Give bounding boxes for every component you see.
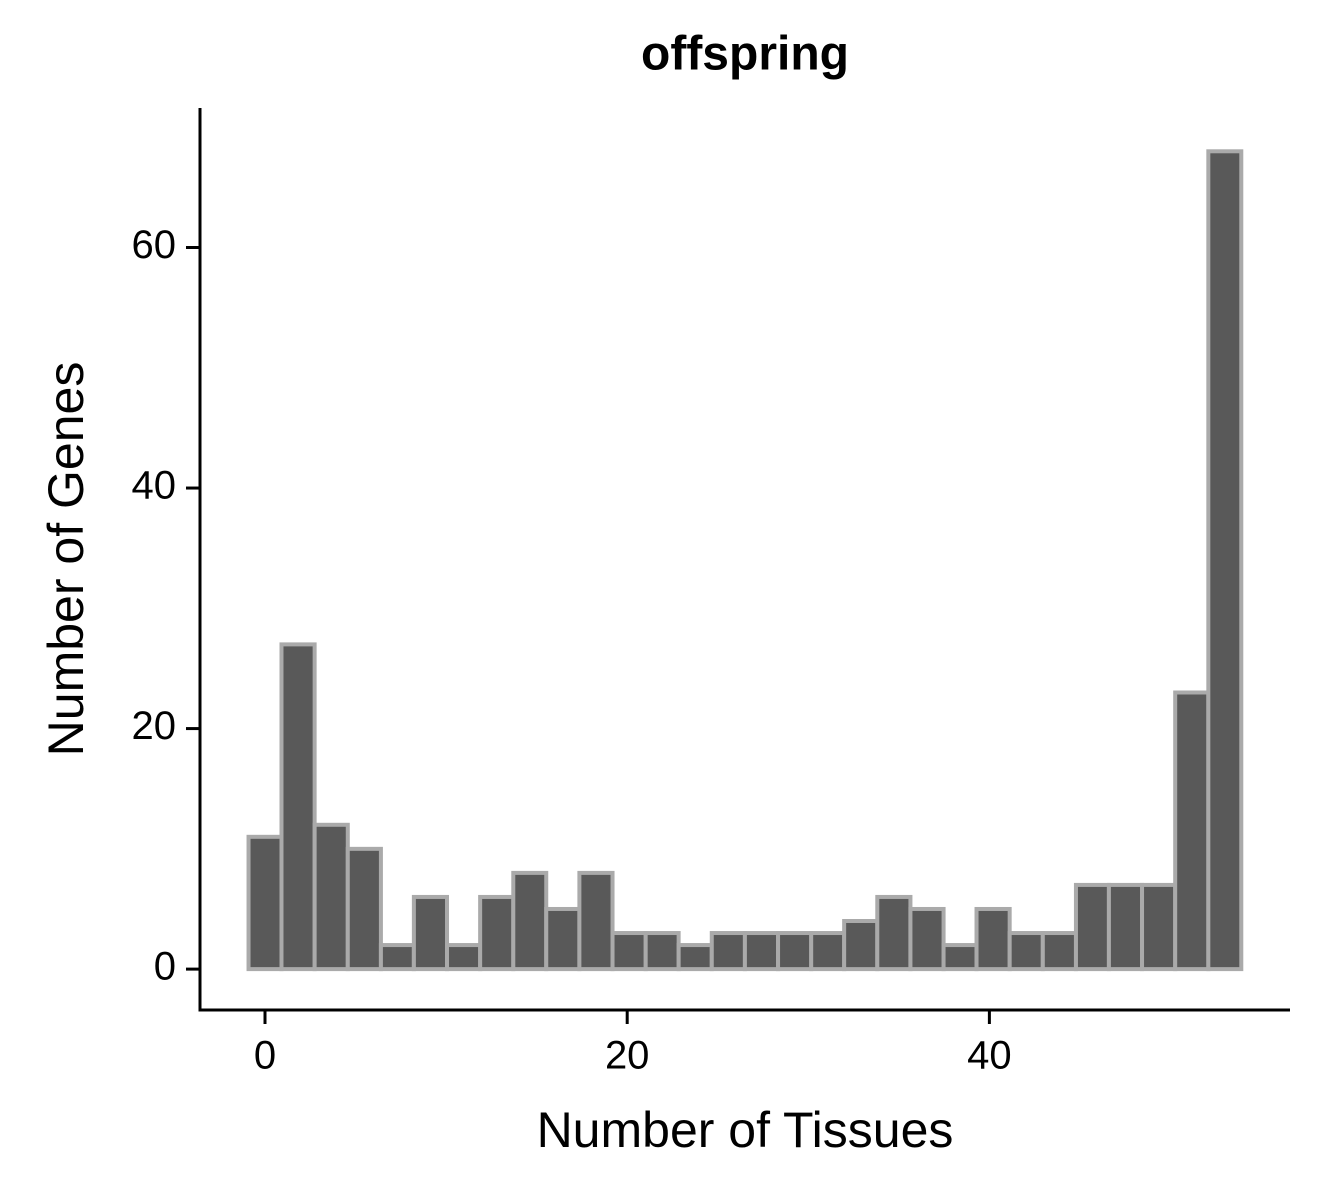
bar — [1040, 931, 1078, 972]
bar — [378, 943, 416, 972]
bar — [445, 943, 483, 972]
bar — [1106, 882, 1145, 972]
bar — [941, 943, 979, 972]
y-tick-label: 60 — [132, 223, 177, 267]
x-axis-title: Number of Tissues — [537, 1102, 954, 1158]
chart-title: offspring — [641, 28, 849, 81]
bar — [1073, 882, 1111, 972]
bar — [1206, 149, 1244, 972]
bar — [1173, 690, 1211, 972]
x-tick-label: 40 — [967, 1034, 1012, 1078]
x-tick-label: 20 — [605, 1034, 650, 1078]
bar — [776, 931, 814, 972]
bar — [411, 894, 450, 972]
bar — [809, 931, 847, 972]
bar — [478, 894, 516, 972]
bar — [610, 931, 648, 972]
x-tick-label: 0 — [254, 1034, 276, 1078]
bar — [875, 894, 913, 972]
bar — [279, 642, 317, 972]
bar — [345, 846, 383, 972]
bar — [643, 931, 681, 972]
y-tick-label: 20 — [132, 704, 177, 748]
bar — [577, 870, 615, 972]
bar — [1140, 882, 1178, 972]
y-axis-title: Number of Genes — [38, 362, 94, 757]
bar — [246, 834, 284, 972]
y-tick-label: 0 — [154, 945, 176, 989]
bar — [709, 931, 747, 972]
bar — [974, 906, 1012, 972]
bar — [511, 870, 549, 972]
bar — [908, 906, 946, 972]
bar — [842, 919, 880, 972]
bar — [1007, 931, 1045, 972]
y-tick-label: 40 — [132, 464, 177, 508]
bar — [742, 931, 781, 972]
bar — [312, 822, 350, 972]
bar — [544, 906, 582, 972]
bar — [676, 943, 714, 972]
